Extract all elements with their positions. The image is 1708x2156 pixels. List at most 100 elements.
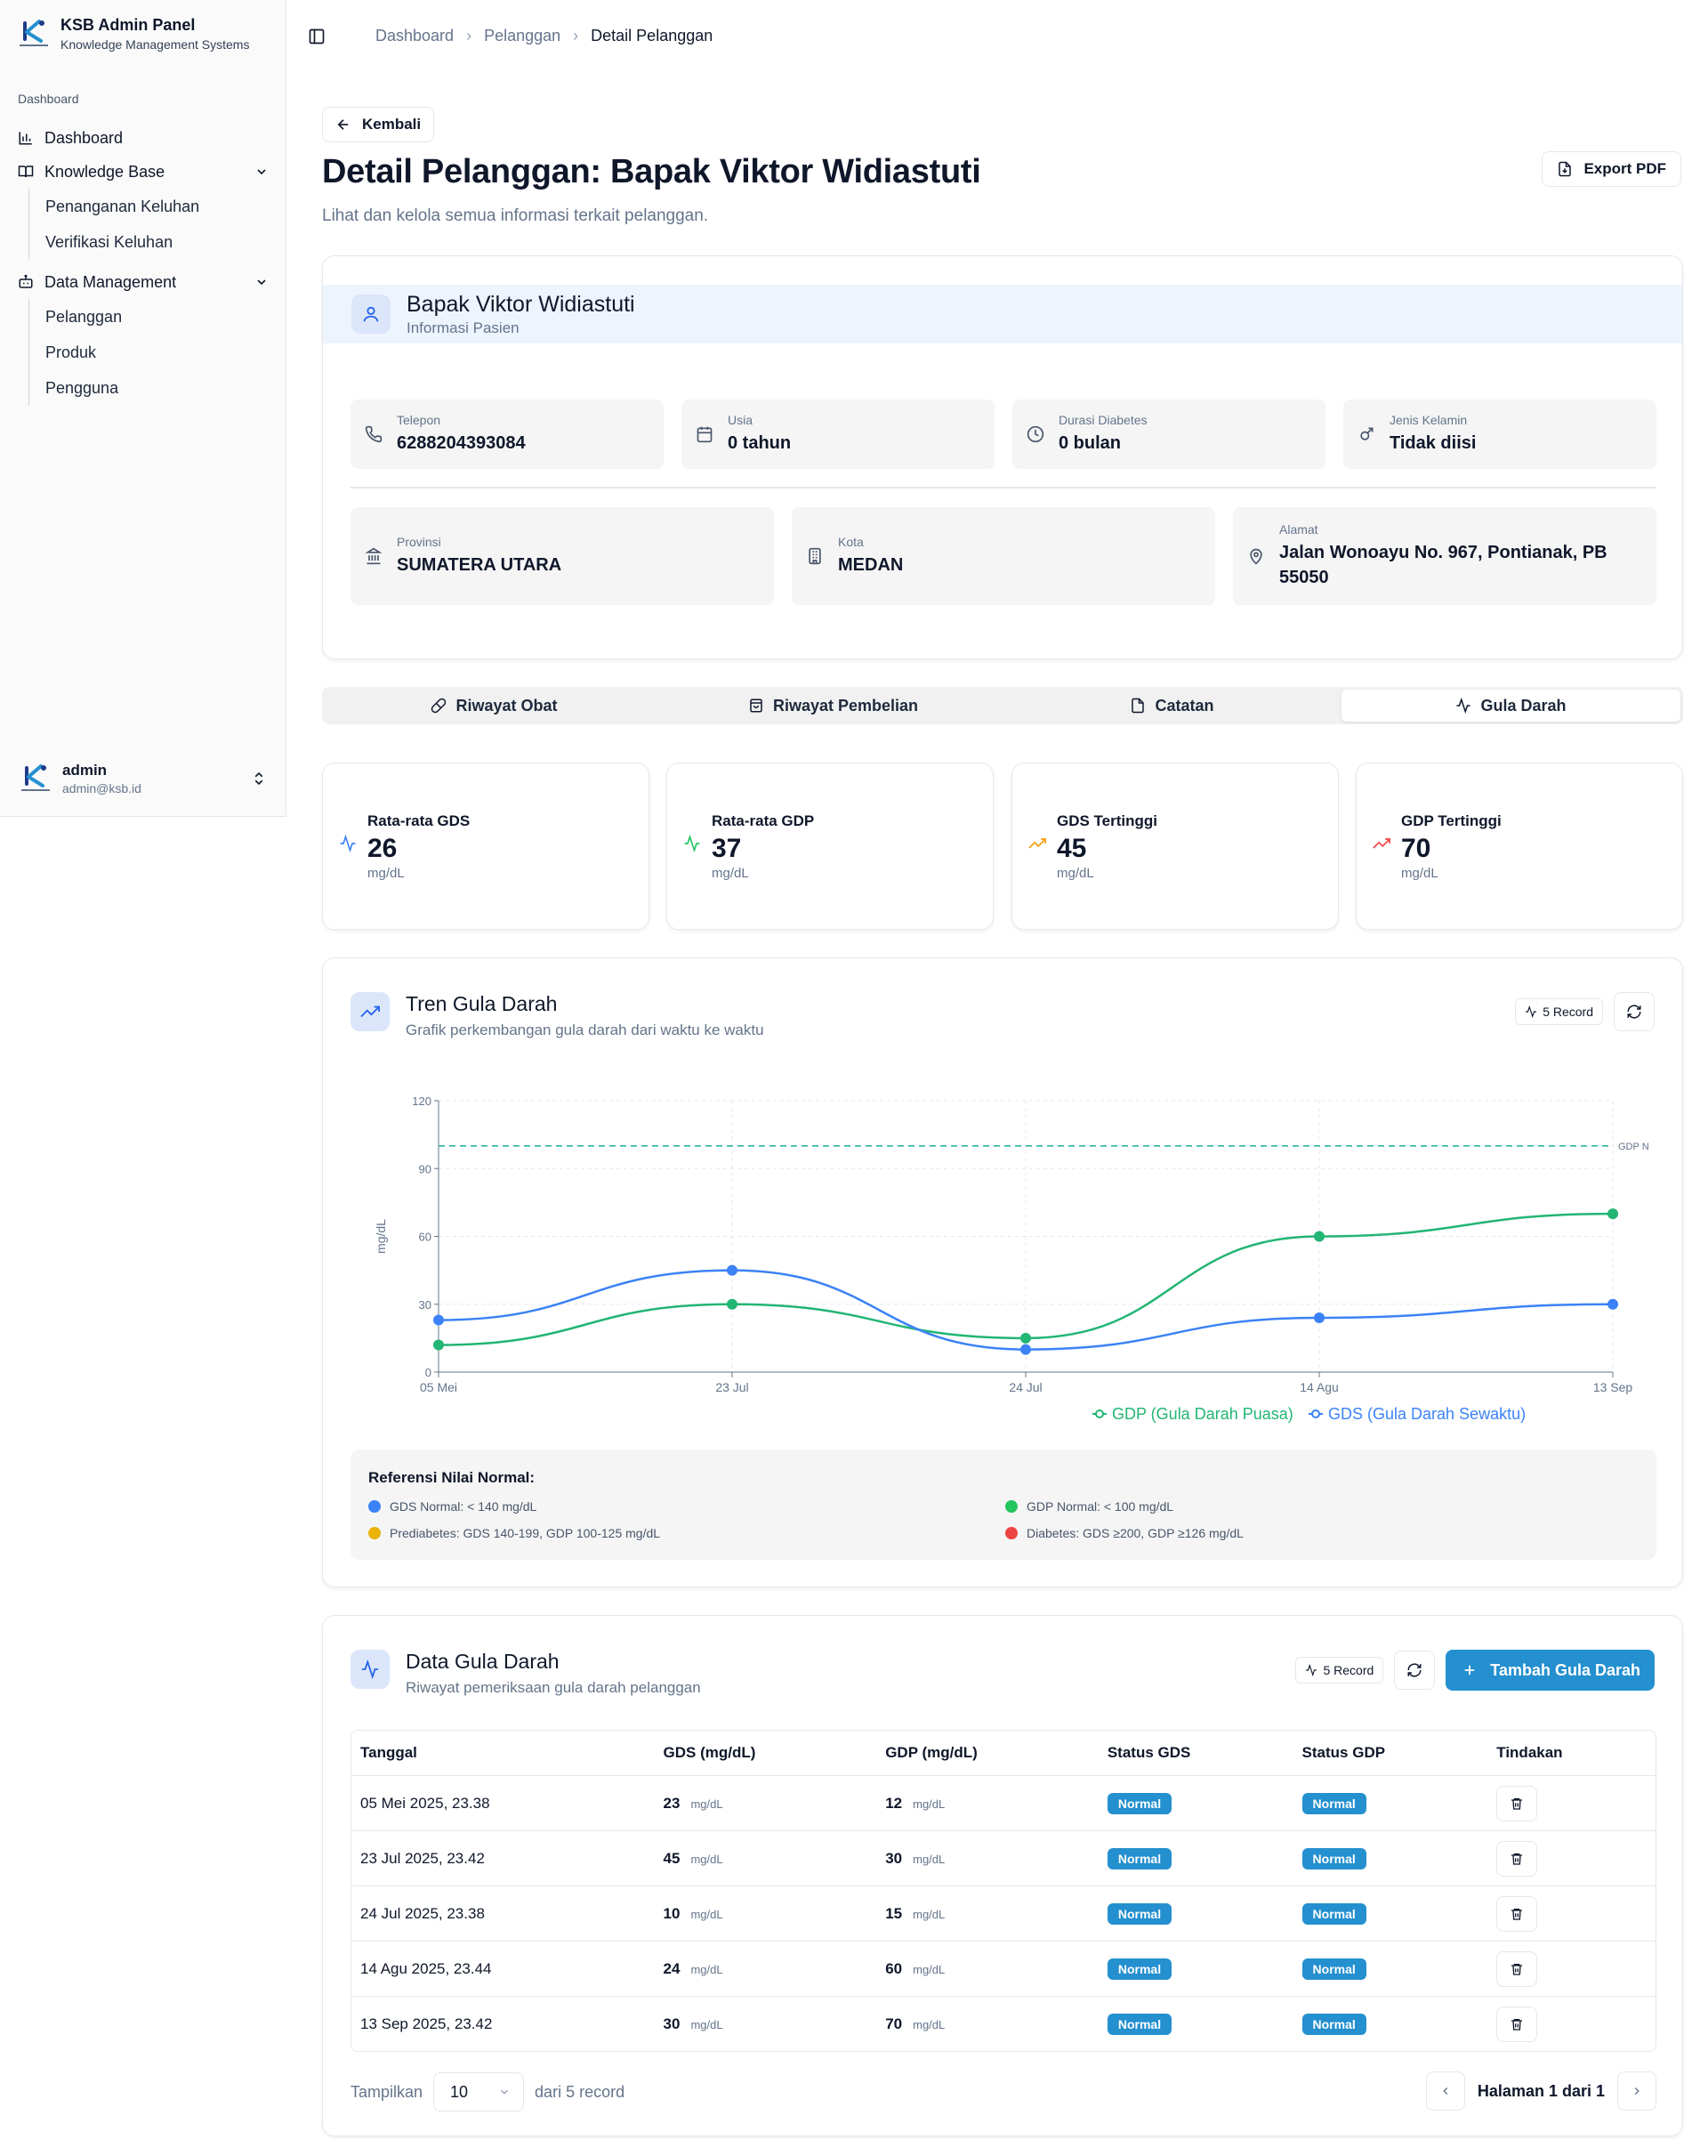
user-icon	[351, 295, 391, 334]
refresh-button[interactable]	[1614, 992, 1655, 1031]
patient-subtitle: Informasi Pasien	[407, 319, 520, 336]
reference-text: GDP Normal: < 100 mg/dL	[1027, 1499, 1174, 1514]
table-row: 14 Agu 2025, 23.44 24 mg/dL 60 mg/dL Norma…	[351, 1941, 1656, 1996]
cell-gdp: 30 mg/dL	[876, 1850, 1099, 1868]
stat-label: Rata-rata GDS	[367, 812, 471, 829]
column-header[interactable]: GDP (mg/dL)	[885, 1744, 978, 1761]
ksb-logo-icon	[20, 20, 48, 46]
delete-button[interactable]	[1496, 1895, 1538, 1932]
sidebar-item-produk[interactable]: Produk	[45, 343, 97, 361]
tab-catatan[interactable]: Catatan	[1003, 690, 1341, 722]
page-size-select[interactable]: 10	[433, 2072, 525, 2112]
bar-chart-icon	[19, 132, 32, 145]
info-label: Telepon	[397, 413, 441, 427]
status-badge: Normal	[1107, 1958, 1172, 1980]
status-badge: Normal	[1301, 1958, 1366, 1980]
legend-dot	[1005, 1527, 1018, 1539]
column-header[interactable]: Status GDP	[1301, 1744, 1386, 1761]
sidebar-item-dashboard[interactable]: Dashboard	[16, 121, 269, 155]
unit: mg/dL	[690, 2017, 723, 2031]
chevrons-up-down-icon	[254, 771, 263, 786]
data-point	[727, 1264, 737, 1276]
unit: mg/dL	[690, 1797, 723, 1811]
tab-label: Riwayat Pembelian	[772, 696, 919, 715]
delete-button[interactable]	[1496, 1785, 1538, 1821]
gdp-value: 30	[885, 1849, 903, 1867]
sidebar-submenu-data-management: Pelanggan Produk Pengguna	[28, 299, 269, 406]
patient-info-row-1: Telepon 6288204393084 Usia 0 tahun Duras…	[350, 400, 1656, 469]
column-header[interactable]: GDS (mg/dL)	[663, 1744, 756, 1761]
stat-value: 70	[1401, 834, 1431, 863]
chevron-down-icon[interactable]	[254, 275, 269, 289]
cell-gds: 24 mg/dL	[655, 1960, 877, 1978]
unit: mg/dL	[913, 1797, 946, 1811]
trash-icon	[1511, 1797, 1523, 1810]
tab-riwayat-pembelian[interactable]: Riwayat Pembelian	[664, 690, 1003, 722]
trash-icon	[1511, 1908, 1523, 1920]
info-telepon: Telepon 6288204393084	[350, 400, 664, 469]
prev-page-button[interactable]	[1425, 2071, 1465, 2111]
sidebar-toggle-icon[interactable]	[308, 28, 326, 45]
table-row: 24 Jul 2025, 23.38 10 mg/dL 15 mg/dL Norma…	[351, 1885, 1656, 1941]
delete-button[interactable]	[1496, 1950, 1538, 1987]
back-button[interactable]: Kembali	[322, 107, 435, 142]
gds-value: 24	[663, 1959, 681, 1977]
info-alamat: Alamat Jalan Wonoayu No. 967, Pontianak,…	[1233, 507, 1656, 605]
sidebar-submenu-knowledge-base: Penanganan Keluhan Verifikasi Keluhan	[28, 189, 269, 260]
brand-title: KSB Admin Panel	[60, 16, 196, 34]
sidebar-item-pelanggan[interactable]: Pelanggan	[45, 307, 123, 326]
info-value: 0 tahun	[728, 433, 792, 453]
calendar-icon	[697, 426, 713, 443]
status-badge: Normal	[1107, 1792, 1172, 1814]
reference-text: Prediabetes: GDS 140-199, GDP 100-125 mg…	[390, 1526, 661, 1540]
arrow-left-icon	[337, 119, 349, 130]
gdp-value: 60	[885, 1959, 903, 1977]
status-badge: Normal	[1107, 1902, 1172, 1925]
delete-button[interactable]	[1496, 2006, 1538, 2042]
info-durasi-diabetes: Durasi Diabetes 0 bulan	[1012, 400, 1325, 469]
tab-label: Riwayat Obat	[455, 696, 558, 715]
add-blood-sugar-button[interactable]: Tambah Gula Darah	[1446, 1650, 1655, 1691]
sidebar-item-penanganan-keluhan[interactable]: Penanganan Keluhan	[45, 197, 200, 215]
stat-label: GDS Tertinggi	[1057, 812, 1158, 829]
sidebar-item-label: Knowledge Base	[44, 162, 165, 181]
stat-label: Rata-rata GDP	[712, 812, 815, 829]
info-provinsi: Provinsi SUMATERA UTARA	[350, 507, 774, 605]
tab-gula-darah[interactable]: Gula Darah	[1341, 690, 1680, 722]
cell-status-gds: Normal	[1099, 1792, 1293, 1814]
sidebar-item-data-management[interactable]: Data Management	[16, 265, 269, 299]
unit: mg/dL	[690, 1962, 723, 1976]
chevron-down-icon[interactable]	[254, 165, 269, 179]
sidebar-item-verifikasi-keluhan[interactable]: Verifikasi Keluhan	[45, 232, 173, 251]
table-row: 13 Sep 2025, 23.42 30 mg/dL 70 mg/dL Norma…	[351, 1996, 1656, 2051]
cell-status-gds: Normal	[1099, 1847, 1293, 1869]
page-size-value: 10	[450, 2082, 469, 2101]
info-label: Kota	[838, 535, 864, 549]
shopping-bag-icon	[750, 698, 762, 713]
sidebar-item-pengguna[interactable]: Pengguna	[45, 378, 119, 397]
column-header[interactable]: Status GDS	[1107, 1744, 1191, 1761]
next-page-button[interactable]	[1617, 2071, 1656, 2111]
delete-button[interactable]	[1496, 1840, 1538, 1877]
trash-icon	[1511, 1853, 1523, 1865]
cell-status-gdp: Normal	[1293, 2013, 1488, 2035]
export-pdf-button[interactable]: Export PDF	[1542, 151, 1681, 187]
tab-riwayat-obat[interactable]: Riwayat Obat	[325, 690, 664, 722]
cell-tanggal: 23 Jul 2025, 23.42	[360, 1849, 485, 1867]
activity-icon	[1456, 698, 1470, 714]
sidebar-nav: Dashboard Knowledge Base Penanganan Kelu…	[16, 121, 269, 411]
stat-unit: mg/dL	[712, 866, 749, 881]
column-header[interactable]: Tanggal	[360, 1744, 417, 1761]
refresh-button[interactable]	[1394, 1651, 1436, 1690]
user-menu[interactable]: admin admin@ksb.id	[18, 761, 267, 796]
refresh-icon	[1407, 1663, 1422, 1677]
tab-label: Catatan	[1155, 696, 1214, 715]
brand[interactable]: KSB Admin Panel Knowledge Management Sys…	[16, 16, 249, 52]
patient-info-card: Bapak Viktor Widiastuti Informasi Pasien…	[322, 255, 1683, 659]
breadcrumb-pelanggan[interactable]: Pelanggan	[484, 27, 561, 44]
card-title: Tren Gula Darah	[406, 992, 558, 1015]
breadcrumb-dashboard[interactable]: Dashboard	[375, 27, 455, 44]
gds-value: 30	[663, 2015, 681, 2032]
sidebar-item-knowledge-base[interactable]: Knowledge Base	[16, 155, 269, 189]
blood-sugar-line-chart: 0 30 60 90 120 05 Mei 23 Jul 24 Jul 14 Agu 13 Sep…	[374, 1094, 1649, 1423]
